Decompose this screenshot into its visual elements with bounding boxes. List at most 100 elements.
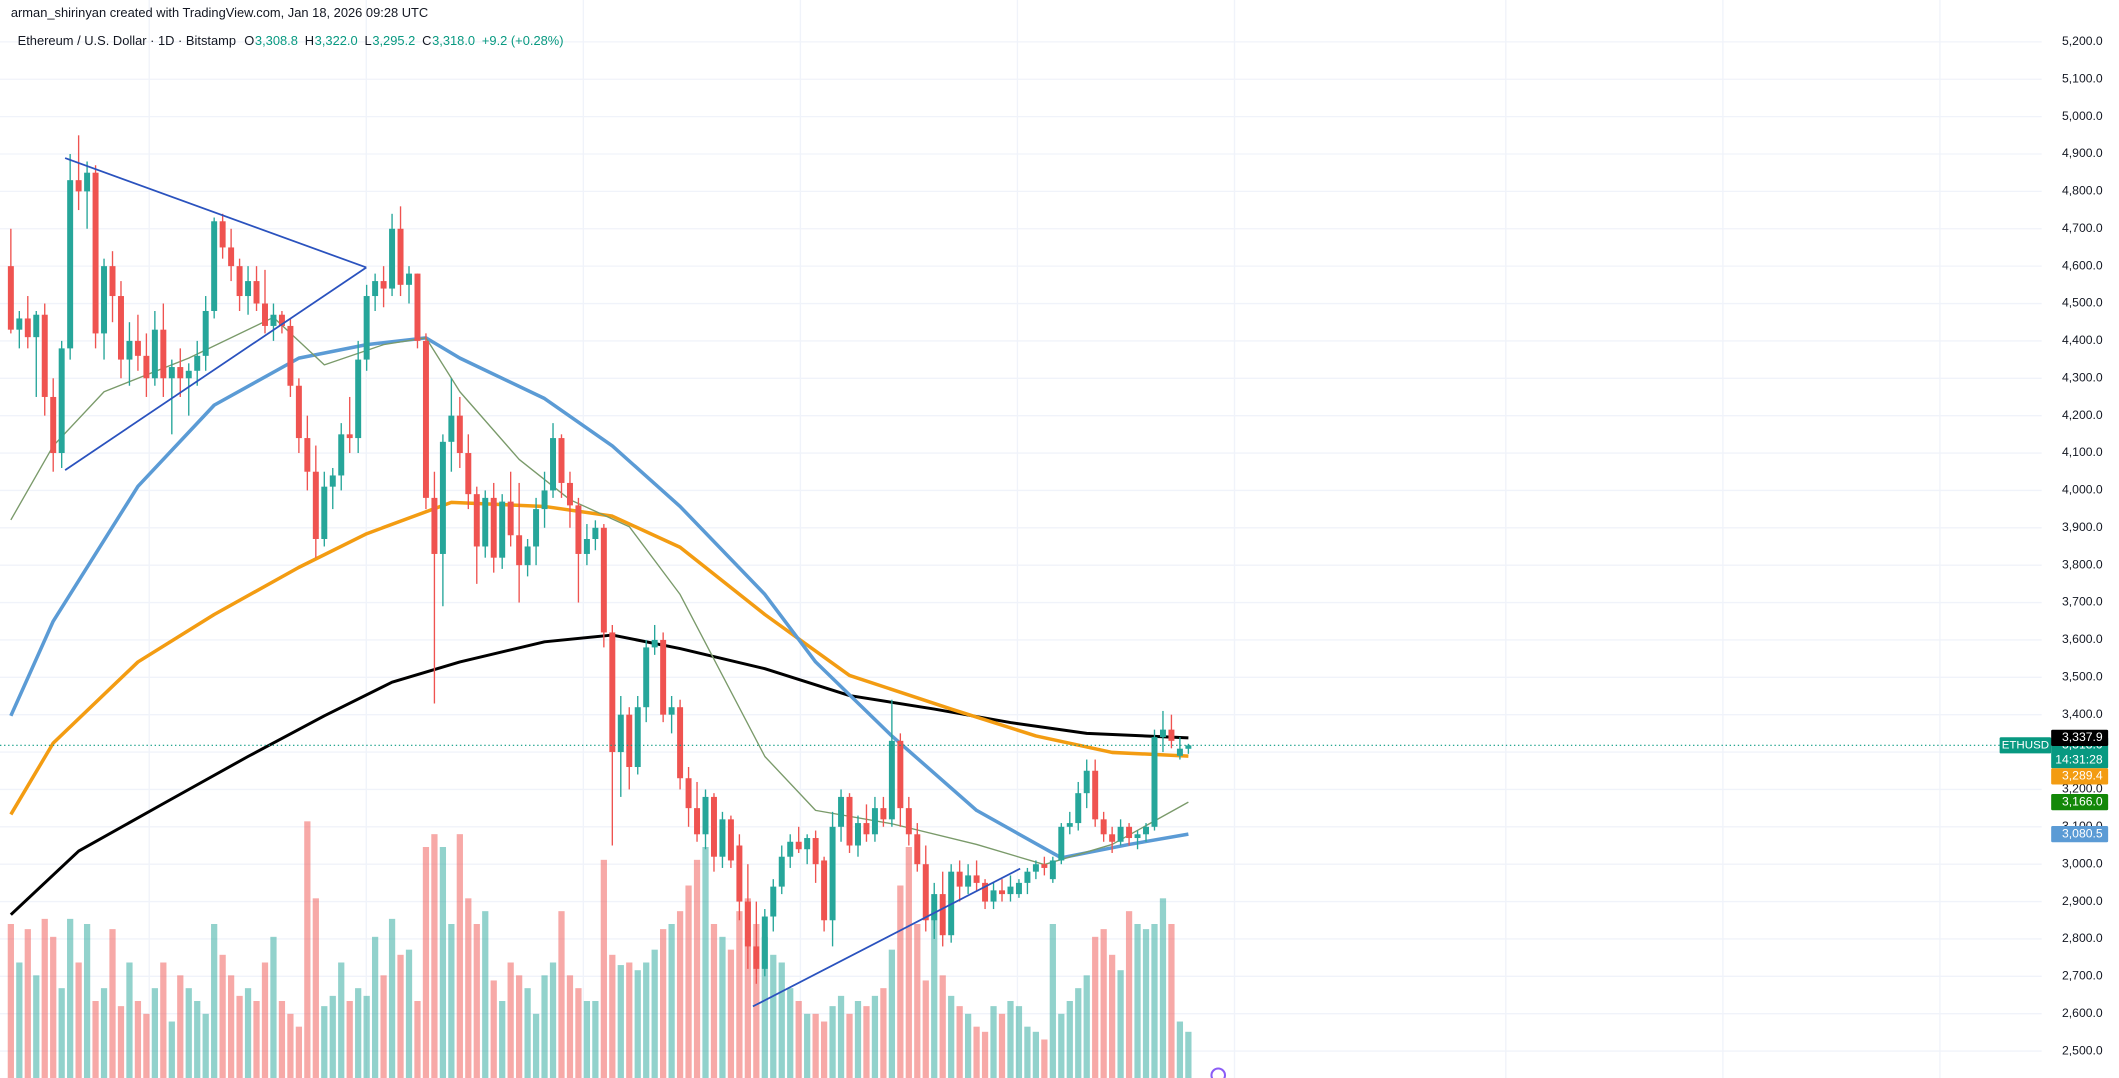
volume-bar: [1176, 1021, 1184, 1078]
candle-body: [431, 497, 438, 554]
candle-body: [1066, 823, 1073, 827]
volume-bar: [465, 898, 472, 1078]
price-label: 3,166.0: [2062, 794, 2103, 808]
trendline: [752, 867, 1021, 1008]
candle-body: [134, 340, 141, 356]
volume-bar: [439, 847, 447, 1078]
volume-bar: [1117, 970, 1124, 1078]
y-tick-label: 5,000.0: [2062, 109, 2103, 123]
candle-body: [812, 838, 819, 865]
volume-bar: [719, 936, 726, 1078]
volume-bar: [380, 975, 387, 1078]
y-tick-label: 4,800.0: [2062, 184, 2103, 198]
volume-bar: [753, 924, 760, 1078]
icon[interactable]: [1210, 1067, 1227, 1078]
volume-bar: [643, 962, 650, 1078]
candle-body: [660, 639, 667, 715]
candle-body: [897, 740, 904, 809]
candle-body: [168, 367, 175, 379]
candle-body: [185, 370, 192, 379]
candle-body: [888, 740, 895, 820]
y-tick-label: 5,100.0: [2062, 71, 2103, 85]
volume-bar: [981, 1031, 989, 1078]
volume-bar: [871, 995, 879, 1078]
candle-body: [694, 808, 701, 835]
y-tick-label: 2,500.0: [2062, 1043, 2103, 1057]
volume-bar: [448, 924, 455, 1078]
y-tick-label: 4,900.0: [2062, 146, 2103, 160]
candle-body: [566, 482, 573, 506]
volume-bar: [787, 988, 794, 1078]
candle-body: [931, 894, 938, 921]
candle-body: [117, 296, 124, 360]
legend: Ethereum / U.S. Dollar · 1D · Bitstamp O…: [18, 33, 564, 48]
candle-body: [253, 281, 260, 304]
volume-bar: [973, 1026, 980, 1078]
candle-body: [939, 894, 946, 936]
volume-bar: [338, 962, 345, 1078]
volume-bar: [24, 929, 31, 1078]
y-tick-label: 3,900.0: [2062, 520, 2103, 534]
price-label-bg: [2051, 729, 2109, 746]
ohlc-key: L: [364, 33, 371, 48]
candles: [7, 135, 1192, 984]
volume-bar: [304, 821, 311, 1078]
trendline: [64, 266, 367, 471]
candle-body: [24, 318, 31, 338]
candle-body: [600, 527, 607, 633]
candle-body: [355, 359, 362, 439]
volume-bar: [566, 975, 574, 1078]
candle-body: [685, 778, 692, 809]
candle-body: [855, 823, 861, 846]
candle-body: [448, 415, 455, 442]
volume-bar: [880, 988, 887, 1078]
volume-bar: [965, 1013, 972, 1078]
volume-bar: [431, 834, 438, 1078]
volume-bar: [50, 936, 57, 1078]
volume-bar: [702, 847, 709, 1078]
volume-bar: [67, 918, 74, 1078]
volume-bar: [100, 988, 108, 1078]
candle-body: [321, 486, 328, 539]
y-tick-label: 2,600.0: [2062, 1006, 2103, 1020]
volume-bar: [592, 1001, 599, 1078]
candle-body: [677, 707, 684, 779]
volume-bar: [541, 975, 548, 1078]
volume-bar: [609, 954, 616, 1078]
candle-body: [550, 438, 557, 491]
volume-bar: [1125, 911, 1133, 1078]
volume-bar: [1168, 924, 1175, 1078]
volume-bar: [660, 929, 667, 1078]
volume-bar: [405, 949, 413, 1078]
volume-bar: [600, 859, 607, 1078]
candle-body: [414, 273, 421, 341]
y-tick-label: 4,600.0: [2062, 258, 2103, 272]
candle-body: [75, 180, 82, 192]
ohlc-key: O: [244, 33, 254, 48]
volume-bar: [1134, 924, 1141, 1078]
candle-body: [33, 314, 40, 338]
volume-bar: [33, 975, 40, 1078]
volume-bar: [626, 962, 633, 1078]
candle-body: [507, 501, 514, 536]
volume-bar: [321, 1006, 328, 1078]
volume-bar: [778, 962, 785, 1078]
volume-bar: [397, 954, 404, 1078]
countdown: 14:31:28: [2055, 752, 2103, 766]
volume-bar: [261, 962, 269, 1078]
volume-bar: [244, 988, 252, 1078]
volume-bar: [295, 1026, 303, 1078]
candle-body: [346, 434, 353, 439]
candle-body: [702, 796, 709, 835]
volume-bar: [812, 1013, 819, 1078]
candle-body: [787, 841, 794, 857]
volume-bar: [516, 975, 523, 1078]
volume-bar: [956, 1006, 963, 1078]
volume-bar: [897, 885, 904, 1078]
candle-body: [829, 826, 836, 921]
y-tick-label: 3,500.0: [2062, 670, 2103, 684]
candle-body: [727, 819, 734, 861]
candle-body: [592, 527, 599, 539]
candle-body: [1041, 864, 1048, 868]
